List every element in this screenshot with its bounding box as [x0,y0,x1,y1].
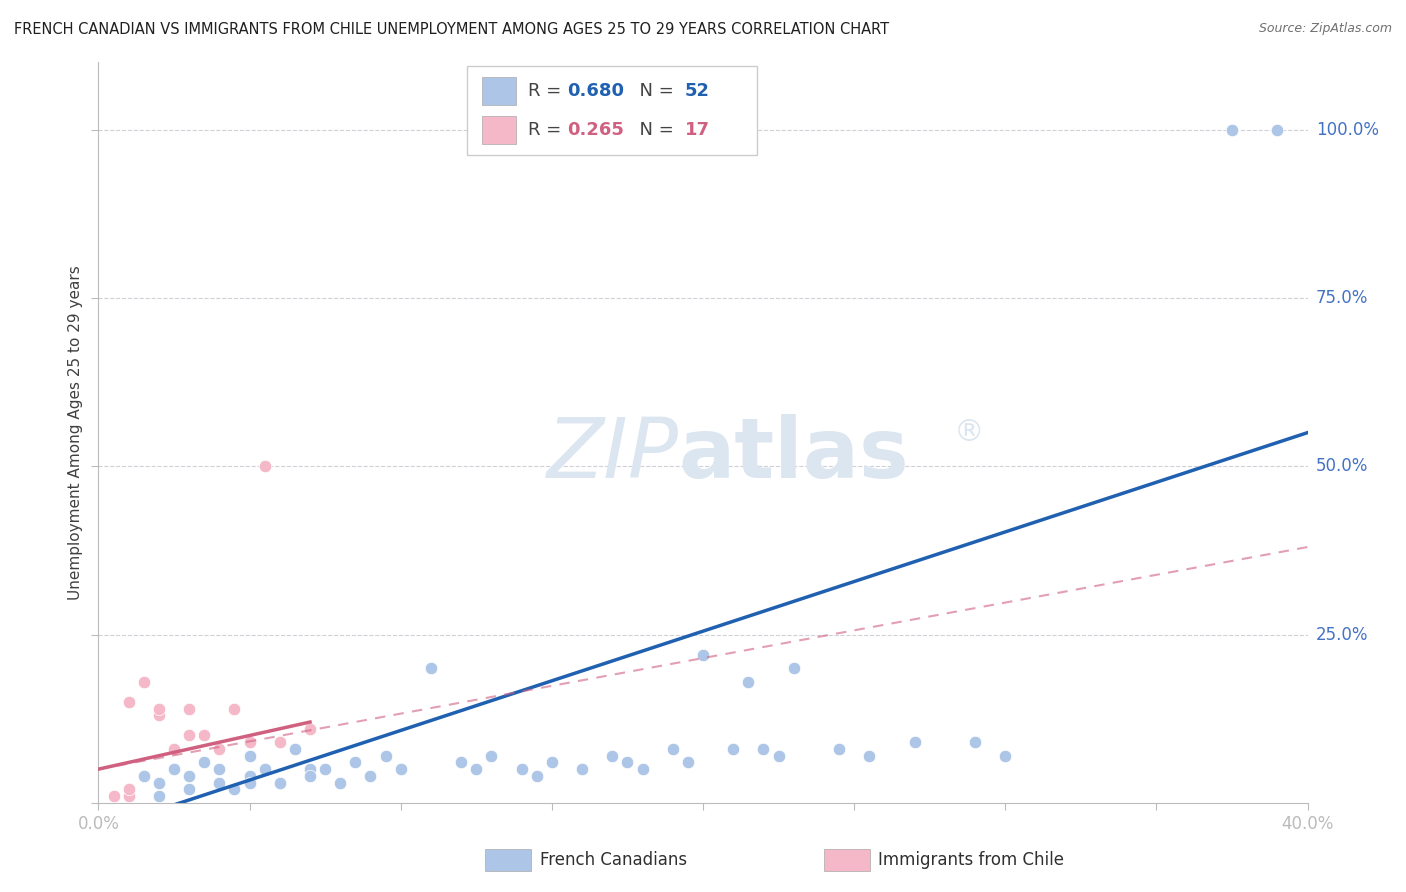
Point [602,748,624,763]
Point [299,762,322,776]
Point [253,459,276,474]
Point [737,674,759,689]
Point [1220,122,1243,136]
Point [208,742,231,756]
Text: French Canadians: French Canadians [540,851,688,869]
Point [193,756,215,770]
Point [676,756,699,770]
Point [631,762,654,776]
Text: 25.0%: 25.0% [1316,625,1368,643]
Point [299,769,322,783]
Point [314,762,336,776]
Point [465,762,488,776]
Point [253,762,276,776]
Point [179,729,201,743]
Point [163,742,186,756]
Text: atlas: atlas [679,414,910,495]
Point [299,722,322,736]
Point [208,775,231,789]
Text: 0.680: 0.680 [568,82,624,100]
FancyBboxPatch shape [485,848,531,871]
Point [179,782,201,797]
Text: R =: R = [527,82,567,100]
Point [224,701,246,715]
Point [118,789,141,803]
Point [481,748,503,763]
Text: Source: ZipAtlas.com: Source: ZipAtlas.com [1258,22,1392,36]
Point [118,782,141,797]
Point [450,756,472,770]
Point [224,782,246,797]
FancyBboxPatch shape [482,116,516,145]
Point [239,748,262,763]
Text: N =: N = [628,82,679,100]
Text: 17: 17 [685,121,710,139]
Point [374,748,396,763]
Text: 50.0%: 50.0% [1316,458,1368,475]
Point [768,748,790,763]
Point [510,762,533,776]
Point [783,661,806,675]
Point [148,708,170,723]
Point [132,674,155,689]
Point [994,748,1017,763]
Point [858,748,880,763]
Point [208,762,231,776]
Point [148,701,170,715]
Text: 100.0%: 100.0% [1316,120,1379,139]
Point [269,735,291,749]
Text: 75.0%: 75.0% [1316,289,1368,307]
Point [284,742,307,756]
Point [752,742,775,756]
Text: ®: ® [953,418,984,447]
Point [329,775,352,789]
Point [179,769,201,783]
Text: 0.265: 0.265 [568,121,624,139]
FancyBboxPatch shape [482,77,516,105]
Point [571,762,593,776]
Point [616,756,638,770]
Point [193,729,215,743]
Point [1267,122,1289,136]
Point [420,661,443,675]
Point [661,742,683,756]
Point [163,762,186,776]
Point [723,742,745,756]
Text: FRENCH CANADIAN VS IMMIGRANTS FROM CHILE UNEMPLOYMENT AMONG AGES 25 TO 29 YEARS : FRENCH CANADIAN VS IMMIGRANTS FROM CHILE… [14,22,889,37]
Point [118,695,141,709]
Text: Immigrants from Chile: Immigrants from Chile [879,851,1064,869]
Point [148,789,170,803]
Text: N =: N = [628,121,679,139]
Point [118,789,141,803]
Y-axis label: Unemployment Among Ages 25 to 29 years: Unemployment Among Ages 25 to 29 years [67,265,83,600]
Text: 52: 52 [685,82,710,100]
Point [828,742,851,756]
Point [269,775,291,789]
Point [103,789,125,803]
Text: R =: R = [527,121,567,139]
Point [360,769,382,783]
Point [540,756,562,770]
Point [965,735,987,749]
Point [344,756,367,770]
Point [239,735,262,749]
Point [692,648,714,662]
Point [239,769,262,783]
Point [148,775,170,789]
Point [118,782,141,797]
Point [132,769,155,783]
Text: ZIP: ZIP [547,414,679,495]
Point [526,769,548,783]
FancyBboxPatch shape [824,848,870,871]
Point [239,775,262,789]
Point [389,762,412,776]
Point [179,701,201,715]
FancyBboxPatch shape [467,66,758,155]
Point [904,735,927,749]
